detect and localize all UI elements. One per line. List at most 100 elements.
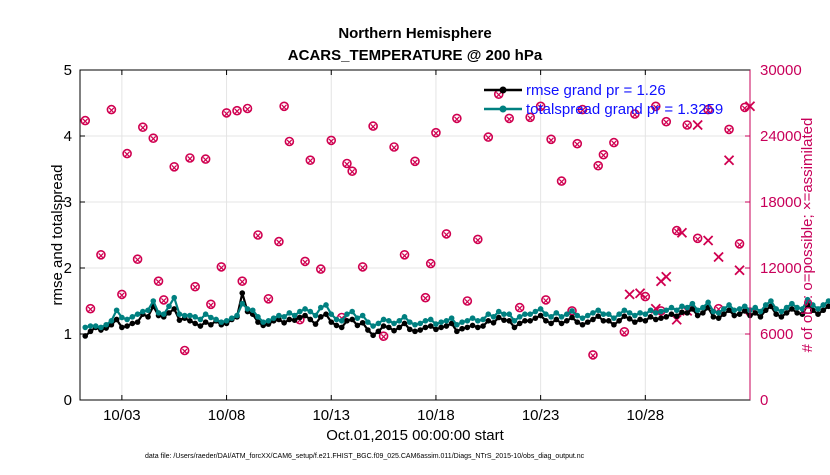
obs-possible-marker	[640, 291, 651, 302]
totalspread-marker	[569, 308, 575, 314]
obs-assimilated-marker	[671, 314, 682, 325]
obs-possible-marker	[425, 258, 436, 269]
obs-assim-cross-glyph: ×	[600, 150, 606, 162]
totalspread-marker	[710, 308, 717, 315]
rmse-marker	[192, 320, 198, 327]
rmse-marker	[679, 309, 685, 316]
obs-assimilated-marker	[734, 265, 745, 276]
rmse-marker	[82, 333, 89, 339]
totalspread-marker	[370, 323, 376, 329]
obs-assim-cross-glyph: ×	[297, 315, 303, 327]
y-tick-label-right: 6000	[760, 326, 793, 343]
totalspread-marker	[197, 316, 204, 323]
obs-assim-cross-glyph: ×	[694, 234, 700, 246]
obs-possible-marker	[378, 331, 389, 342]
totalspread-marker	[145, 307, 151, 314]
obs-possible-marker	[410, 156, 420, 167]
legend-swatch-spread-marker	[499, 105, 507, 113]
totalspread-marker	[92, 323, 99, 329]
totalspread-marker	[265, 318, 272, 324]
x-tick-label: 10/18	[417, 407, 455, 424]
obs-possible-marker	[734, 239, 745, 249]
rmse-marker	[799, 311, 806, 318]
totalspread-marker	[616, 311, 622, 318]
obs-possible-marker	[357, 262, 368, 272]
totalspread-marker	[495, 308, 502, 315]
rmse-marker	[464, 324, 471, 331]
obs-assim-cross-glyph: ×	[140, 123, 146, 135]
obs-assim-cross-glyph: ×	[537, 102, 543, 114]
obs-assim-cross-glyph: ×	[663, 117, 669, 129]
obs-assim-cross-glyph: ×	[370, 122, 376, 134]
obs-assim-cross-glyph: ×	[464, 297, 470, 309]
obs-assim-cross-glyph: ×	[516, 303, 522, 315]
obs-assimilated-marker	[692, 119, 703, 131]
totalspread-marker	[736, 306, 743, 312]
totalspread-marker	[218, 319, 225, 325]
totalspread-marker	[715, 310, 722, 316]
totalspread-marker	[375, 320, 382, 327]
obs-assim-cross-glyph: ×	[119, 290, 125, 302]
obs-assim-cross-glyph: ×	[590, 350, 596, 362]
rmse-marker	[647, 314, 654, 320]
rmse-marker	[119, 324, 125, 331]
obs-assim-cross-glyph: ×	[349, 167, 355, 179]
rmse-marker	[276, 316, 282, 323]
rmse-marker	[590, 316, 596, 323]
rmse-marker	[736, 311, 743, 318]
obs-possible-marker	[132, 254, 143, 265]
rmse-marker	[511, 324, 518, 331]
totalspread-marker	[778, 308, 785, 315]
obs-assim-cross-glyph: ×	[527, 113, 533, 125]
totalspread-marker	[783, 304, 790, 311]
obs-assim-cross-glyph: ×	[705, 105, 711, 117]
obs-possible-marker	[232, 105, 242, 116]
obs-assimilated-marker	[634, 288, 646, 299]
obs-assim-cross-glyph: ×	[742, 103, 748, 115]
totalspread-marker	[140, 308, 146, 315]
rmse-marker	[752, 310, 759, 316]
obs-possible-marker	[96, 250, 106, 260]
rmse-marker	[171, 306, 178, 312]
lines-layer	[82, 290, 830, 339]
obs-assim-cross-glyph: ×	[286, 137, 292, 149]
rmse-marker	[187, 318, 193, 324]
rmse-marker	[684, 310, 690, 316]
obs-assim-cross-glyph: ×	[239, 277, 245, 289]
obs-possible-marker	[650, 101, 661, 112]
rmse-marker	[401, 320, 408, 327]
rmse-marker	[815, 311, 821, 318]
obs-possible-marker	[300, 256, 310, 267]
rmse-marker	[506, 318, 513, 324]
y-tick-label-right: 12000	[760, 260, 802, 277]
obs-assim-cross-glyph: ×	[674, 226, 680, 238]
x-tick-label: 10/23	[522, 407, 560, 424]
totalspread-marker	[108, 318, 115, 324]
obs-possible-marker	[619, 326, 630, 337]
x-tick-label: 10/08	[208, 407, 246, 424]
obs-assim-cross-glyph: ×	[276, 237, 282, 249]
totalspread-marker	[270, 315, 277, 321]
rmse-marker	[427, 323, 434, 329]
totalspread-marker	[417, 320, 424, 327]
rmse-marker	[757, 314, 764, 320]
rmse-marker	[710, 314, 717, 320]
rmse-marker	[825, 303, 830, 310]
totalspread-marker	[286, 310, 293, 316]
obs-assim-cross-glyph: ×	[302, 257, 308, 269]
totalspread-marker	[427, 316, 434, 323]
totalspread-marker	[637, 310, 643, 316]
obs-possible-marker	[598, 149, 609, 160]
totalspread-marker	[312, 312, 319, 319]
obs-possible-marker	[483, 132, 494, 142]
x-axis-label: Oct.01,2015 00:00:00 start	[326, 427, 504, 444]
rmse-marker	[166, 310, 172, 316]
obs-possible-marker	[368, 121, 378, 131]
totalspread-marker	[527, 311, 533, 318]
rmse-marker	[433, 326, 439, 333]
rmse-marker	[197, 323, 204, 329]
rmse-marker	[124, 323, 130, 329]
totalspread-marker	[475, 318, 481, 324]
totalspread-marker	[228, 315, 235, 321]
